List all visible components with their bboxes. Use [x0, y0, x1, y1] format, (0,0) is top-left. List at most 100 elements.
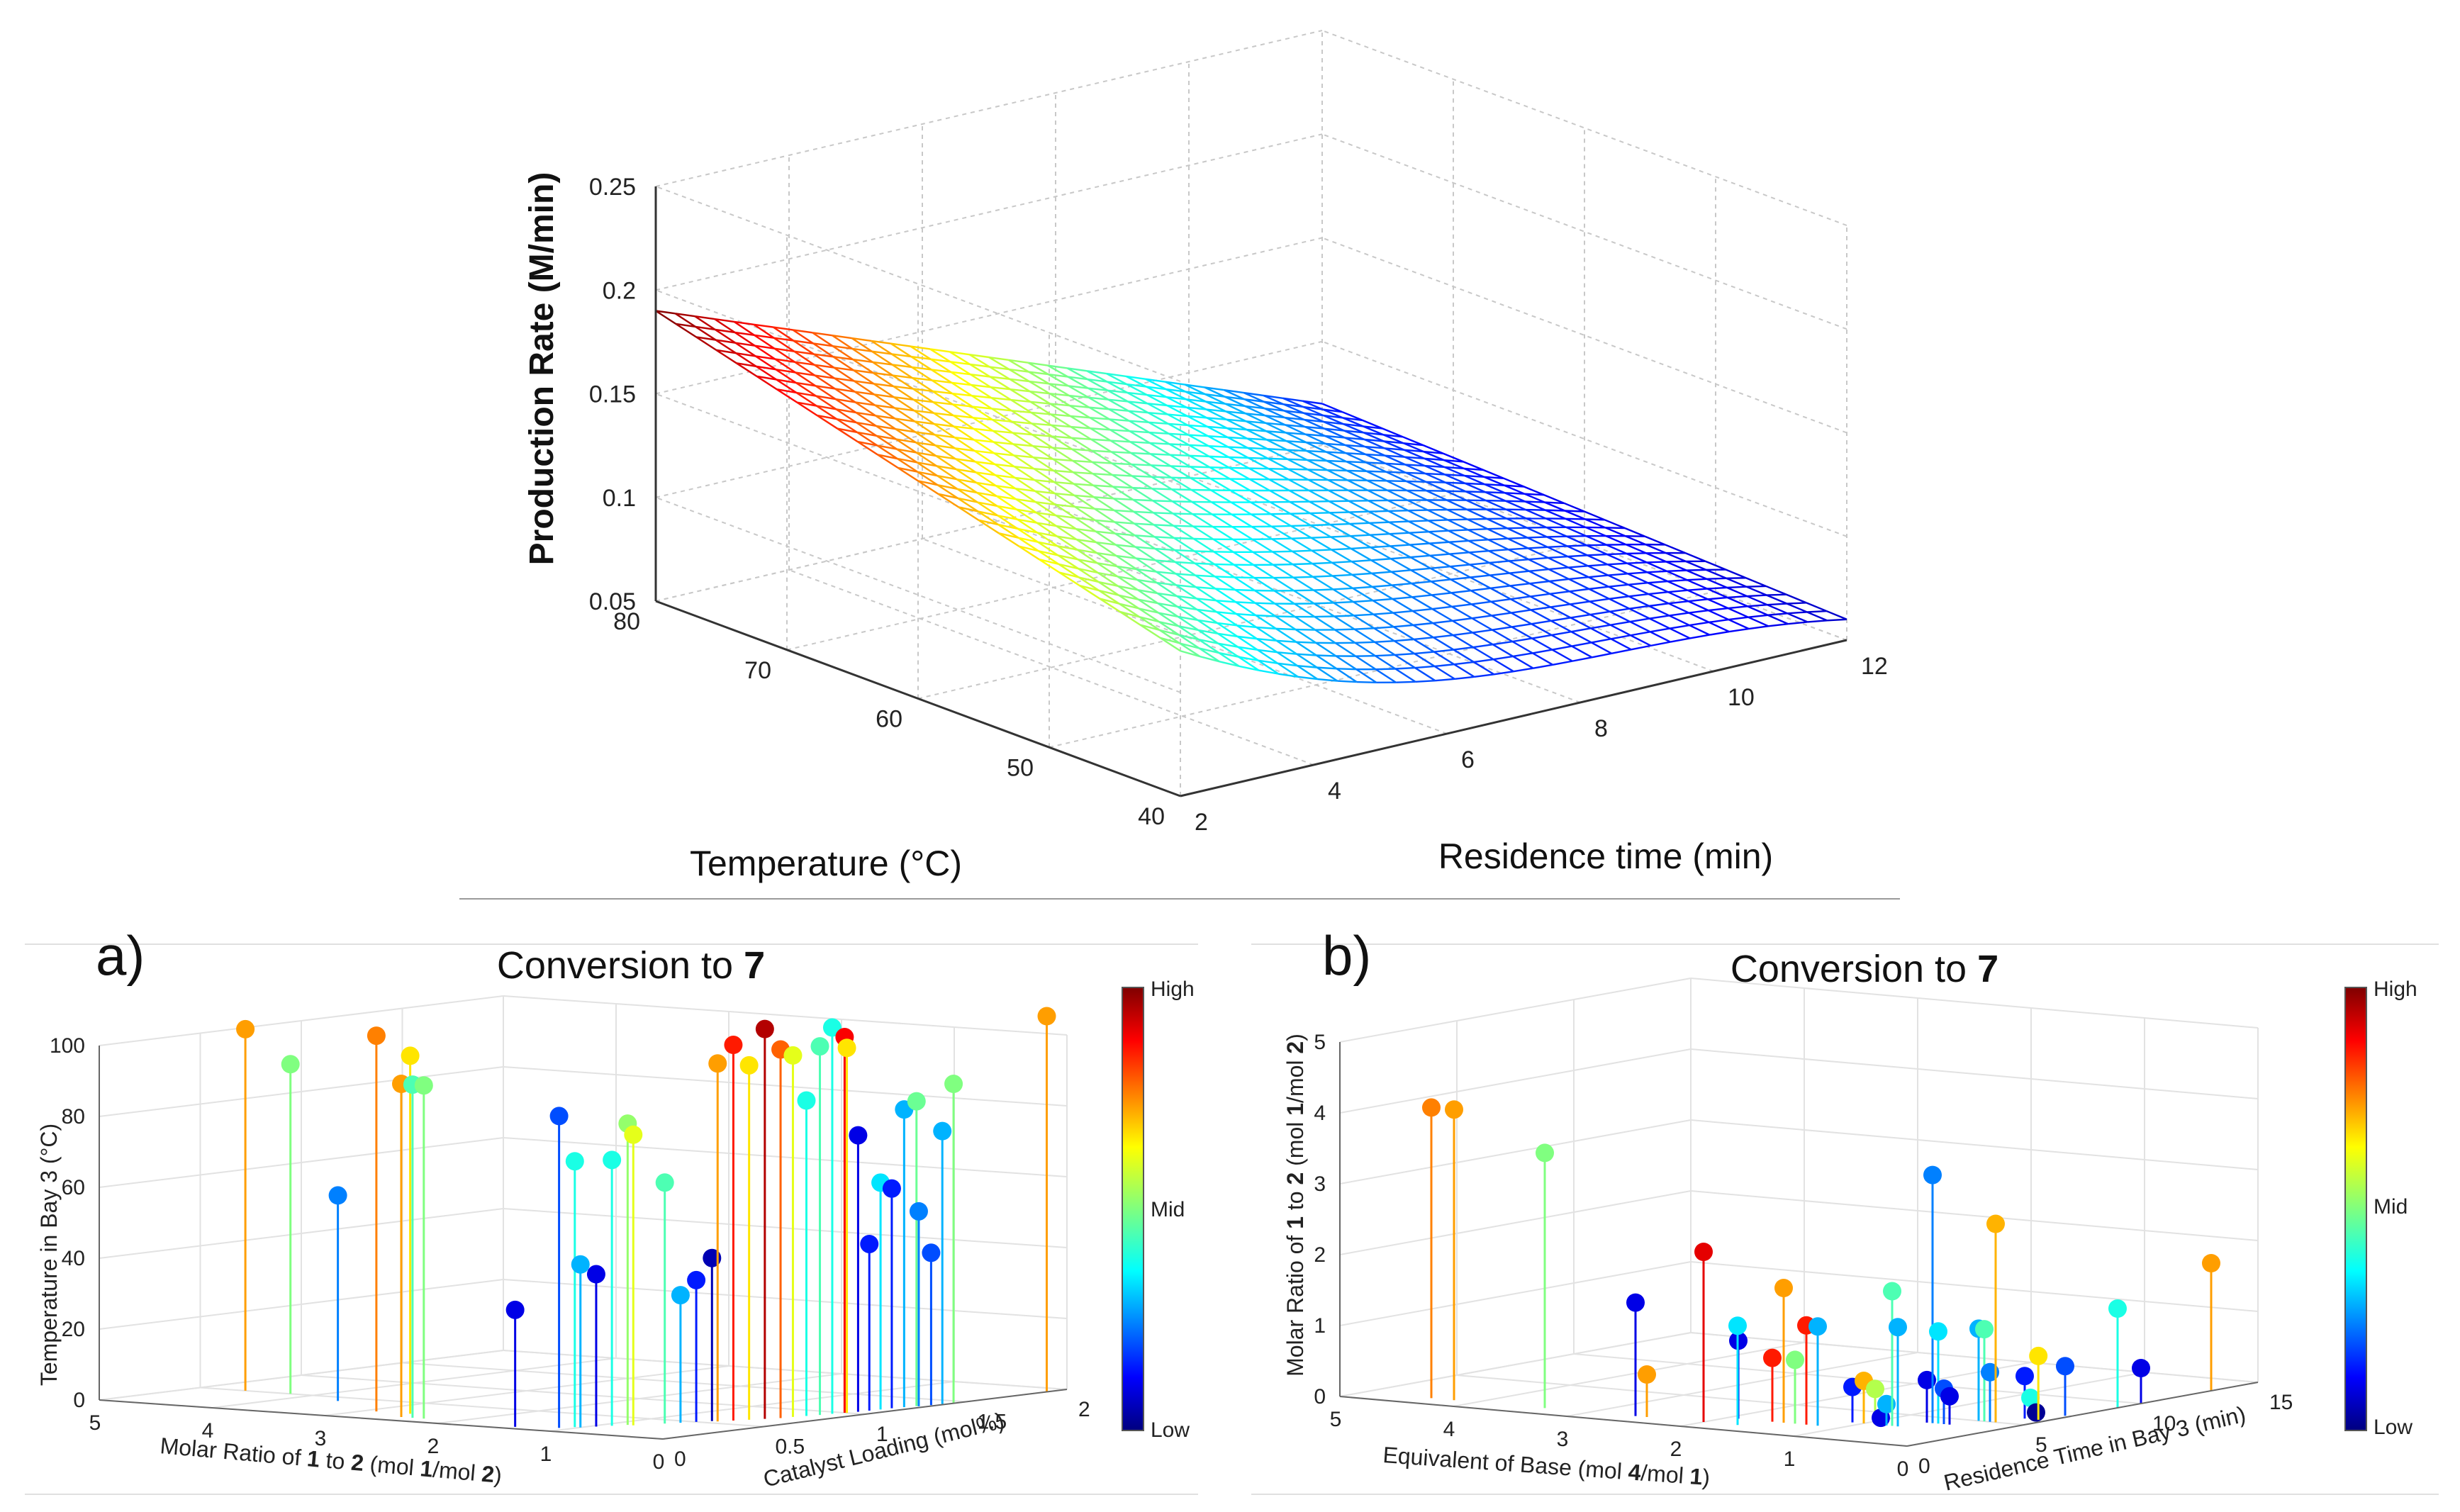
surface-mesh-segment [795, 391, 817, 407]
surface-mesh-segment [1524, 500, 1546, 511]
surface-mesh-segment [1571, 627, 1592, 633]
panel-a-point [505, 1300, 525, 1319]
surface-mesh-segment [1010, 378, 1030, 383]
panel-b-backwall-grid-horizontal [1690, 1261, 2259, 1312]
surface-mesh-segment [1567, 554, 1588, 558]
surface-mesh-segment [954, 447, 975, 452]
surface-mesh-segment [1012, 443, 1034, 459]
surface-mesh-segment [1728, 627, 1749, 633]
surface-mesh-segment [1310, 537, 1332, 551]
surface-mesh-segment [675, 323, 697, 338]
surface-mesh-segment [1463, 461, 1485, 471]
surface-mesh-segment [933, 412, 954, 417]
panel-b-point [1975, 1320, 1994, 1339]
surface-mesh-segment [1666, 561, 1687, 571]
surface-mesh-segment [1669, 627, 1691, 639]
surface-mesh-segment [1568, 565, 1588, 569]
surface-mesh-segment [1353, 615, 1375, 629]
surface-mesh-segment [1127, 391, 1147, 396]
surface-mesh-segment [992, 418, 1012, 423]
surface-mesh-segment [1471, 603, 1492, 617]
surface-mesh-segment [1238, 646, 1258, 651]
surface-mesh-segment [1292, 576, 1314, 591]
surface-mesh-segment [1156, 571, 1176, 575]
panel-a-point [907, 1092, 926, 1111]
surface-mesh-segment [1745, 577, 1767, 588]
surface-mesh-segment [1324, 427, 1346, 439]
surface-mesh-segment [1589, 598, 1610, 603]
surface-mesh-segment [1154, 548, 1176, 563]
surface-mesh-segment [990, 386, 1012, 401]
surface-mesh-segment [1087, 379, 1109, 391]
surface-mesh-segment [1708, 607, 1728, 612]
surface-mesh-segment [1590, 624, 1611, 629]
surface-mesh-segment [773, 347, 795, 363]
surface-mesh-segment [1193, 550, 1215, 565]
surface-mesh-segment [1226, 427, 1247, 431]
surface-mesh-segment [932, 390, 954, 405]
surface-mesh-segment [1078, 568, 1100, 583]
surface-mesh-segment [1134, 522, 1154, 526]
surface-mesh-segment [1014, 476, 1035, 481]
surface-mesh-segment [715, 339, 736, 344]
surface-mesh-segment [1384, 447, 1405, 458]
surface-mesh-segment [793, 350, 814, 355]
surface-mesh-segment [1365, 453, 1386, 464]
surface-mesh-segment [1584, 518, 1606, 529]
surface-mesh-segment [1430, 567, 1451, 581]
surface-mesh-segment [1524, 493, 1545, 496]
surface-mesh-segment [1316, 666, 1337, 670]
surface-mesh-segment [1331, 561, 1353, 576]
surface-mesh-segment [1147, 403, 1168, 415]
surface-mesh-segment [1453, 632, 1473, 637]
surface-mesh-segment [876, 435, 898, 450]
surface-mesh-segment [1473, 661, 1494, 676]
surface-mesh-segment [1088, 387, 1108, 391]
surface-mesh-segment [1112, 474, 1134, 489]
surface-mesh-segment [793, 340, 815, 355]
surface-mesh-segment [1551, 634, 1572, 647]
surface-mesh-segment [1468, 539, 1489, 552]
surface-mesh-segment [835, 398, 856, 403]
surface-mesh-segment [1273, 563, 1293, 566]
surface-mesh-segment [1071, 437, 1092, 440]
surface-mesh-segment [1523, 493, 1545, 503]
panel-a-point [687, 1270, 706, 1289]
surface-mesh-segment [1391, 571, 1412, 585]
surface-mesh-segment [1371, 571, 1392, 575]
surface-mesh-segment [1363, 425, 1384, 436]
surface-mesh-segment [1689, 634, 1710, 639]
surface-mesh-segment [872, 361, 893, 376]
surface-mesh-segment [1110, 451, 1132, 466]
surface-mesh-segment [1787, 621, 1808, 625]
panel-a-point [671, 1286, 690, 1305]
surface-mesh-segment [1571, 642, 1592, 647]
surface-mesh-segment [851, 337, 873, 352]
surface-mesh-segment [1226, 418, 1246, 422]
surface-mesh-segment [1288, 478, 1309, 491]
surface-mesh-segment [1034, 490, 1056, 505]
surface-mesh-segment [1386, 480, 1408, 491]
surface-mesh-segment [1136, 568, 1156, 573]
surface-mesh-segment [1545, 517, 1567, 528]
surface-mesh-segment [1586, 544, 1608, 556]
surface-mesh-segment [1454, 676, 1475, 681]
surface-mesh-segment [1050, 413, 1070, 418]
surface-mesh-segment [675, 313, 695, 318]
surface-mesh-segment [917, 471, 938, 477]
surface-mesh-segment [1075, 528, 1097, 544]
surface-mesh-segment [1625, 535, 1645, 537]
panel-b-axis-line [1906, 1382, 2259, 1447]
surface-mesh-segment [957, 488, 978, 494]
surface-mesh-segment [1087, 370, 1107, 375]
surface-mesh-segment [1310, 525, 1331, 538]
surface-mesh-segment [1385, 454, 1406, 466]
surface-mesh-segment [1587, 565, 1609, 576]
surface-mesh-segment [1385, 462, 1406, 466]
surface-mesh-segment [995, 495, 1017, 510]
surface-mesh-segment [956, 468, 977, 483]
surface-mesh-segment [1196, 598, 1217, 602]
surface-mesh-segment [1030, 401, 1051, 405]
surface-mesh-segment [1689, 624, 1710, 636]
surface-mesh-segment [1176, 595, 1198, 610]
